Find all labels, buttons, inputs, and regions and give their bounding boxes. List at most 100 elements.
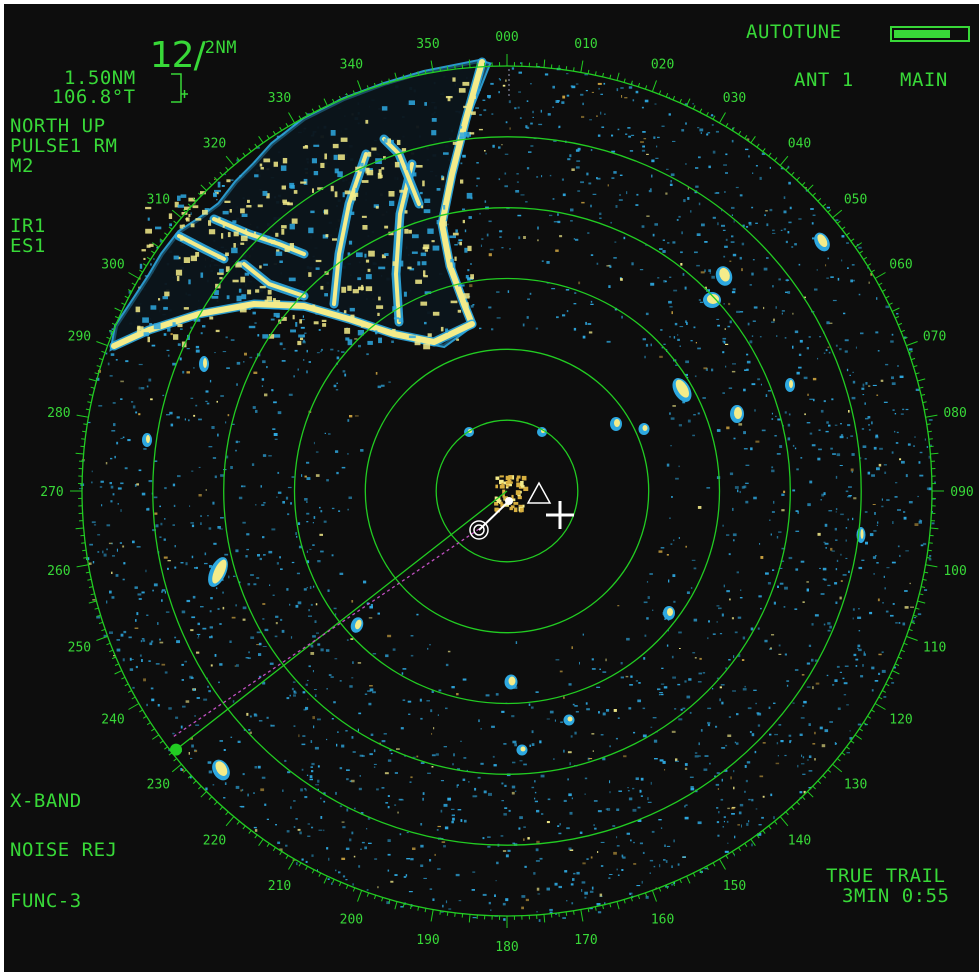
clutter-speck <box>734 853 735 857</box>
clutter-speck <box>205 787 208 791</box>
land-speck <box>389 200 395 206</box>
pulse-motion-mode[interactable]: PULSE1 RM <box>10 135 118 157</box>
target-echo[interactable] <box>718 266 732 283</box>
clutter-speck <box>549 911 553 915</box>
range-scale-readout[interactable]: 12/2NM <box>102 18 237 94</box>
target-echo[interactable] <box>203 358 207 368</box>
land-speck <box>268 334 275 339</box>
land-speck <box>421 261 427 266</box>
clutter-speck <box>926 446 929 448</box>
clutter-speck <box>196 633 201 635</box>
land-speck <box>470 95 476 99</box>
clutter-speck <box>699 128 704 132</box>
clutter-speck <box>725 172 728 174</box>
clutter-speck <box>826 206 830 209</box>
clutter-speck <box>505 121 508 124</box>
clutter-speck <box>145 569 147 573</box>
clutter-speck <box>146 385 149 388</box>
clutter-speck <box>757 724 761 727</box>
land-speck <box>376 305 384 309</box>
clutter-speck <box>849 737 853 740</box>
clutter-speck <box>377 886 379 889</box>
target-echo[interactable] <box>567 716 573 722</box>
center-clutter <box>516 477 519 482</box>
clutter-speck <box>668 300 672 304</box>
land-speck <box>408 229 412 234</box>
clutter-speck <box>746 360 751 364</box>
target-echo[interactable] <box>734 407 742 419</box>
bearing-tick <box>644 85 648 90</box>
antenna-label[interactable]: ANT 1 <box>794 69 854 91</box>
target-echo[interactable] <box>520 746 526 752</box>
clutter-speck <box>905 408 909 411</box>
target-echo[interactable] <box>614 419 620 427</box>
clutter-speck <box>128 290 132 294</box>
bearing-tick <box>305 866 308 871</box>
clutter-speck <box>303 359 305 361</box>
land-speck <box>352 289 359 294</box>
clutter-speck <box>707 721 711 724</box>
noise-rejection[interactable]: NOISE REJ <box>10 839 118 861</box>
clutter-speck <box>714 775 716 778</box>
target-echo[interactable] <box>508 676 516 686</box>
ais-target-triangle-icon[interactable] <box>526 481 552 504</box>
antenna-mode[interactable]: MAIN <box>900 69 948 91</box>
target-echo[interactable] <box>146 435 150 443</box>
clutter-speck <box>919 451 923 454</box>
clutter-speck <box>672 140 676 142</box>
bearing-tick <box>114 663 119 666</box>
land-speck <box>173 334 179 340</box>
clutter-speck <box>781 547 786 550</box>
clutter-speck <box>777 585 779 588</box>
target-echo[interactable] <box>213 759 230 778</box>
ebl-line[interactable] <box>175 490 508 751</box>
band-selector[interactable]: X-BAND <box>10 790 82 812</box>
clutter-speck <box>875 434 879 437</box>
target-echo[interactable] <box>667 608 673 616</box>
clutter-speck <box>402 668 407 670</box>
clutter-speck <box>606 340 611 343</box>
land-speck <box>227 232 231 238</box>
clutter-speck <box>752 320 756 322</box>
clutter-speck <box>584 891 588 895</box>
land-speck <box>217 256 222 259</box>
clutter-speck <box>517 214 522 217</box>
clutter-speck <box>297 522 301 525</box>
clutter-speck <box>656 145 658 148</box>
target-echo[interactable] <box>815 233 829 249</box>
clutter-speck <box>629 892 633 895</box>
clutter-speck <box>751 383 756 386</box>
bearing-tick <box>192 780 197 784</box>
function-key[interactable]: FUNC-3 <box>10 890 82 912</box>
target-echo[interactable] <box>673 377 692 399</box>
target-echo[interactable] <box>860 529 864 539</box>
land-speck <box>357 277 362 281</box>
clutter-speck <box>768 706 771 709</box>
interference-rejection[interactable]: IR1 <box>10 215 46 237</box>
clutter-speck <box>472 871 476 873</box>
radar-ppi-display[interactable]: 000 0100200300400500600700800901001101201… <box>4 4 979 972</box>
clutter-speck <box>347 508 349 511</box>
clutter-speck <box>287 486 292 489</box>
ebl-endpoint-marker[interactable] <box>170 743 182 756</box>
target-echo[interactable] <box>707 294 719 304</box>
echo-stretch[interactable]: ES1 <box>10 235 46 257</box>
trail-mode[interactable]: TRUE TRAIL <box>826 865 946 887</box>
electronic-bearing-line[interactable] <box>170 490 508 756</box>
bearing-tick <box>139 269 143 273</box>
clutter-speck <box>236 383 238 386</box>
target-echo[interactable] <box>209 558 229 586</box>
clutter-speck <box>759 543 761 545</box>
clutter-speck <box>788 221 792 224</box>
clutter-speck <box>507 290 510 293</box>
bearing-tick <box>164 232 168 236</box>
bearing-tick <box>152 242 160 248</box>
target-echo[interactable] <box>642 425 648 431</box>
mode-indicator[interactable]: M2 <box>10 155 34 177</box>
clutter-speck <box>120 398 123 400</box>
autotune-label[interactable]: AUTOTUNE <box>746 21 842 43</box>
orientation-mode[interactable]: NORTH UP <box>10 115 106 137</box>
clutter-speck <box>902 408 905 411</box>
target-echo[interactable] <box>354 619 363 630</box>
target-echo[interactable] <box>789 380 793 388</box>
